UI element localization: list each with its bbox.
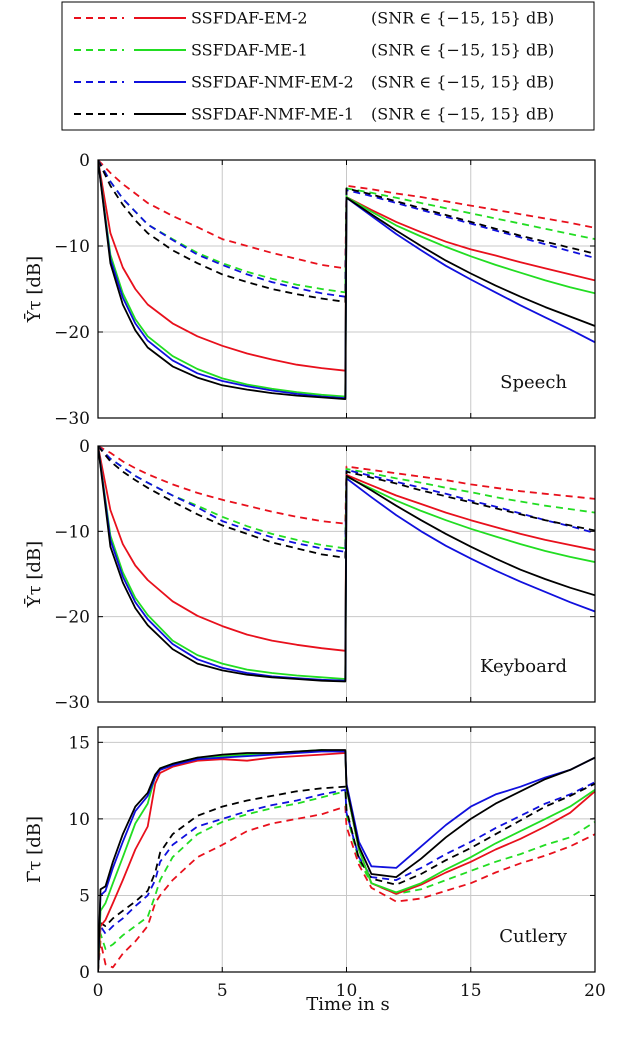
panel-cutlery: 0 5 10 15 Γ̄τ [dB] Cutlery <box>24 726 596 983</box>
x-tick-label: 10 <box>336 981 358 1001</box>
panel-label: Keyboard <box>480 656 567 677</box>
series-ssfdaf-nmf-em-2-dashed <box>98 160 595 298</box>
series-ssfdaf-nmf-me-1-dashed <box>98 782 595 972</box>
legend-entry-name: SSFDAF-NMF-ME-1 <box>191 105 354 124</box>
y-tick-label: 15 <box>68 733 90 753</box>
legend-entry-condition: (SNR ∈ {−15, 15} dB) <box>371 105 554 124</box>
series-ssfdaf-nmf-em-2-dashed <box>98 781 595 972</box>
panel-speech: 0 −10 −20 −30 Ῡτ [dB] Speech <box>22 151 596 429</box>
x-tick-label: 15 <box>460 981 482 1001</box>
y-tick-label: 5 <box>79 886 90 906</box>
series-ssfdaf-me-1-solid <box>98 446 595 680</box>
series-ssfdaf-em-2-dashed <box>98 160 595 270</box>
series-ssfdaf-em-2-dashed <box>98 446 595 525</box>
series-ssfdaf-me-1-dashed <box>98 446 595 550</box>
series-ssfdaf-em-2-solid <box>98 446 595 652</box>
series-ssfdaf-me-1-dashed <box>98 790 595 972</box>
legend-box <box>61 1 595 131</box>
chart-panels: 0 −10 −20 −30 Ῡτ [dB] Speech 0 −10 −20 −30 Ῡτ [dB]… <box>22 151 606 1001</box>
y-axis-label: Ῡτ [dB] <box>22 256 45 323</box>
series-ssfdaf-nmf-me-1-dashed <box>98 446 595 559</box>
y-tick-label: −20 <box>54 323 90 343</box>
x-axis-label: Time in s <box>306 994 390 1015</box>
y-tick-label: −10 <box>54 237 90 257</box>
y-tick-label: −10 <box>54 522 90 542</box>
legend-entry-name: SSFDAF-ME-1 <box>191 41 308 60</box>
panel-keyboard: 0 −10 −20 −30 Ῡτ [dB] Keyboard <box>22 437 596 713</box>
panel-label: Speech <box>500 372 567 393</box>
y-tick-label: −30 <box>54 693 90 713</box>
y-tick-label: 0 <box>79 963 90 983</box>
y-tick-label: 10 <box>68 810 90 830</box>
y-axis-label: Ῡτ [dB] <box>22 541 45 608</box>
legend: SSFDAF-EM-2 (SNR ∈ {−15, 15} dB) SSFDAF-ME… <box>61 1 595 131</box>
x-tick-label: 20 <box>584 981 606 1001</box>
series-ssfdaf-me-1-solid <box>98 160 595 398</box>
x-tick-label: 0 <box>93 981 104 1001</box>
y-tick-label: −30 <box>54 409 90 429</box>
x-tick-label: 5 <box>217 981 228 1001</box>
series-ssfdaf-em-2-solid <box>98 160 595 372</box>
panel-label: Cutlery <box>499 926 568 947</box>
y-axis-label: Γ̄τ [dB] <box>24 816 45 883</box>
legend-entry-condition: (SNR ∈ {−15, 15} dB) <box>371 41 554 60</box>
legend-entry-condition: (SNR ∈ {−15, 15} dB) <box>371 73 554 92</box>
series-ssfdaf-nmf-me-1-solid <box>98 160 595 401</box>
legend-entry-condition: (SNR ∈ {−15, 15} dB) <box>371 9 554 28</box>
series-ssfdaf-em-2-solid <box>98 752 595 972</box>
legend-entry-name: SSFDAF-NMF-EM-2 <box>191 73 354 92</box>
y-tick-label: −20 <box>54 608 90 628</box>
series-ssfdaf-nmf-em-2-solid <box>98 750 595 972</box>
series-ssfdaf-em-2-dashed <box>98 805 595 972</box>
series-ssfdaf-nmf-me-1-solid <box>98 446 595 683</box>
y-tick-label: 0 <box>79 437 90 457</box>
series-ssfdaf-nmf-me-1-solid <box>98 749 595 972</box>
legend-entry-name: SSFDAF-EM-2 <box>191 9 308 28</box>
y-tick-label: 0 <box>79 151 90 171</box>
series-ssfdaf-nmf-me-1-dashed <box>98 160 595 303</box>
